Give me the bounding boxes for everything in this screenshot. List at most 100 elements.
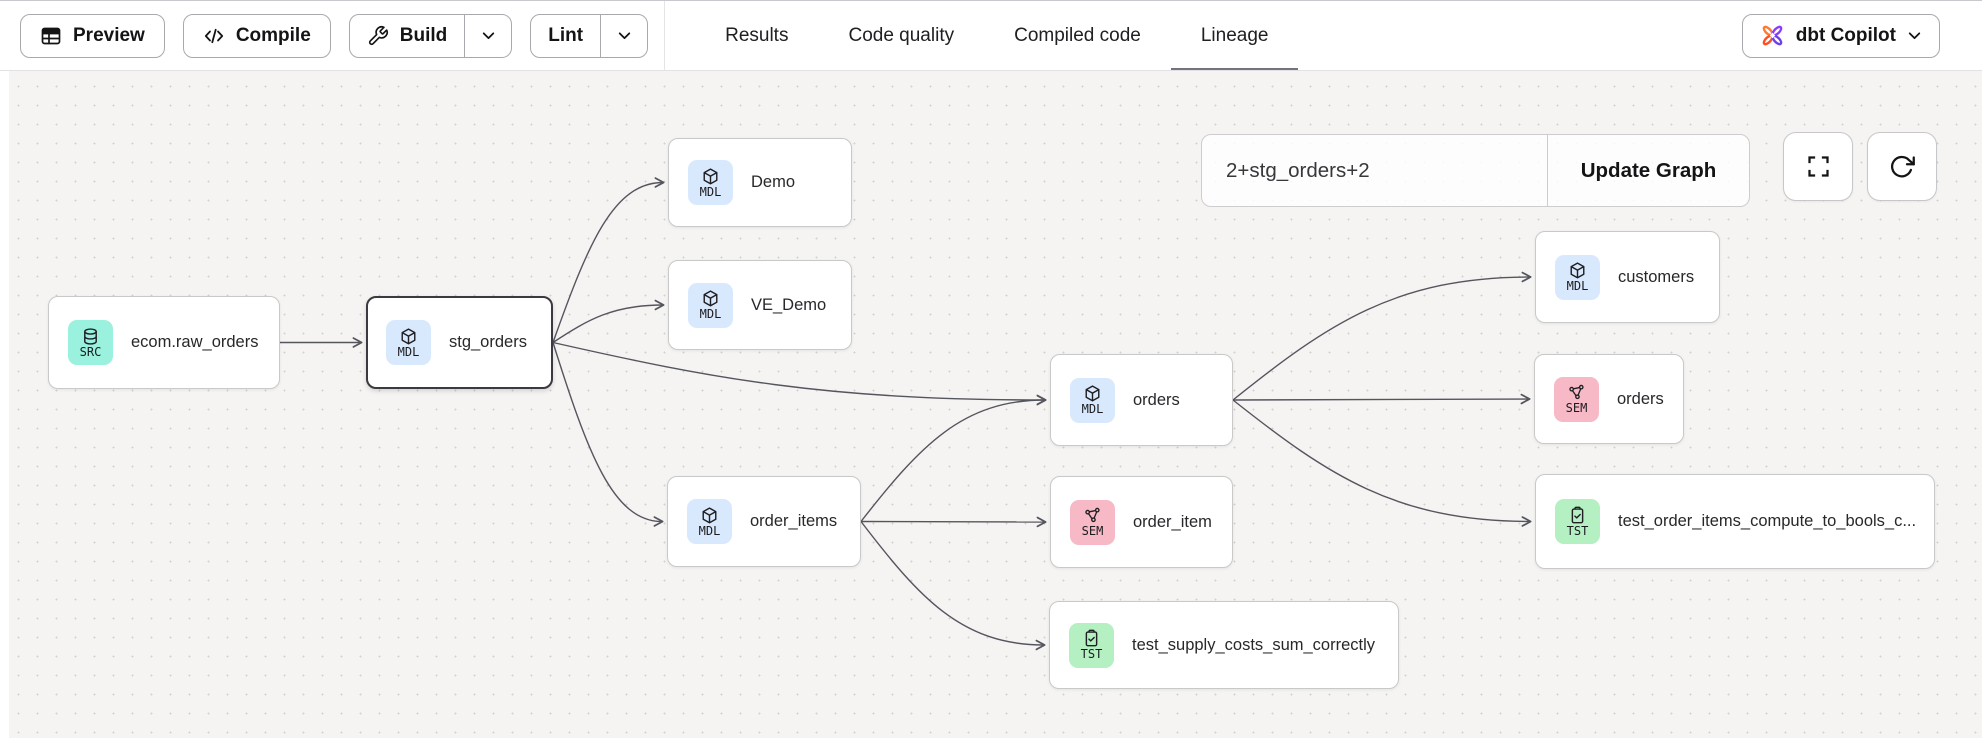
tab-compiled-code[interactable]: Compiled code [984,1,1171,70]
graph-filter-group: Update Graph [1201,134,1750,207]
edge-orders_mdl-to-orders_sem [1233,399,1529,400]
build-dropdown-button[interactable] [464,15,511,57]
badge-label: SRC [80,346,102,359]
badge-label: SEM [1082,525,1104,538]
compile-button-label: Compile [236,25,311,47]
edge-stg_orders-to-order_items [553,343,662,522]
node-label: ecom.raw_orders [131,333,258,352]
mdl-type-badge: MDL [688,283,733,328]
lineage-canvas[interactable]: SRCecom.raw_ordersMDLstg_ordersMDLDemoMD… [0,71,1982,748]
graph-filter-input[interactable] [1202,135,1547,206]
lineage-node-demo[interactable]: MDL Demo [668,138,852,227]
chevron-down-icon [616,27,633,44]
node-label: order_item [1133,513,1212,532]
fullscreen-button[interactable] [1783,132,1853,201]
node-label: customers [1618,268,1694,287]
build-button[interactable]: Build [350,15,465,57]
tst-type-badge: TST [1069,623,1114,668]
lineage-node-test_supply[interactable]: TST test_supply_costs_sum_correctly [1049,601,1399,689]
table-icon [40,25,62,47]
refresh-icon [1889,153,1916,180]
model-cube-icon [701,167,720,186]
compile-button[interactable]: Compile [183,14,331,58]
tab-lineage[interactable]: Lineage [1171,1,1299,70]
mdl-type-badge: MDL [386,320,431,365]
badge-label: MDL [398,346,420,359]
tab-code-quality[interactable]: Code quality [818,1,984,70]
badge-label: MDL [700,308,722,321]
edge-orders_mdl-to-customers [1233,277,1530,400]
edge-orders_mdl-to-test_order_items [1233,400,1530,522]
lint-button-label: Lint [548,25,583,47]
lineage-node-order_items[interactable]: MDL order_items [667,476,861,567]
edge-stg_orders-to-ve_demo [553,305,663,343]
badge-label: TST [1081,648,1103,661]
test-clipboard-icon [1082,629,1101,648]
node-label: order_items [750,512,837,531]
result-tabs: Results Code quality Compiled code Linea… [695,1,1298,70]
model-cube-icon [701,289,720,308]
lineage-node-orders_mdl[interactable]: MDL orders [1050,354,1233,446]
badge-label: MDL [699,525,721,538]
mdl-type-badge: MDL [687,499,732,544]
badge-label: MDL [700,186,722,199]
canvas-left-gutter [0,71,9,748]
chevron-down-icon [480,27,497,44]
lineage-node-stg_orders[interactable]: MDLstg_orders [366,296,553,389]
edge-order_items-to-order_item_sem [861,522,1045,523]
chevron-down-icon [1906,27,1923,44]
lineage-node-test_order_items[interactable]: TSTtest_order_items_compute_to_bools_c..… [1535,474,1935,569]
lineage-node-raw_orders[interactable]: SRC ecom.raw_orders [48,296,280,389]
lint-button[interactable]: Lint [531,15,600,57]
dbt-copilot-icon [1759,22,1786,49]
tab-results[interactable]: Results [695,1,818,70]
semantic-graph-icon [1567,383,1586,402]
test-clipboard-icon [1568,506,1587,525]
model-cube-icon [1083,384,1102,403]
badge-label: MDL [1567,280,1589,293]
lineage-node-ve_demo[interactable]: MDL VE_Demo [668,260,852,350]
badge-label: TST [1567,525,1589,538]
code-icon [203,25,225,47]
fullscreen-icon [1805,153,1832,180]
preview-button-label: Preview [73,25,145,47]
src-type-badge: SRC [68,320,113,365]
refresh-button[interactable] [1867,132,1937,201]
model-cube-icon [700,506,719,525]
lineage-node-orders_sem[interactable]: SEM orders [1534,354,1684,444]
edge-stg_orders-to-demo [553,183,663,343]
preview-button[interactable]: Preview [20,14,165,58]
badge-label: SEM [1566,402,1588,415]
dbt-copilot-button[interactable]: dbt Copilot [1742,14,1940,58]
build-button-label: Build [400,25,448,47]
edge-order_items-to-orders_mdl [861,400,1045,522]
toolbar: Preview Compile Build [0,0,1982,71]
database-icon [81,327,100,346]
mdl-type-badge: MDL [1555,255,1600,300]
toolbar-button-group: Preview Compile Build [20,14,648,58]
lineage-node-customers[interactable]: MDL customers [1535,231,1720,323]
lineage-node-order_item_sem[interactable]: SEM order_item [1050,476,1233,568]
edge-stg_orders-to-orders_mdl [553,343,1045,401]
build-split-button: Build [349,14,513,58]
node-label: Demo [751,173,795,192]
dbt-copilot-label: dbt Copilot [1796,25,1896,47]
canvas-bottom-gutter [0,738,1982,748]
lint-dropdown-button[interactable] [600,15,647,57]
node-label: test_supply_costs_sum_correctly [1132,636,1375,655]
sem-type-badge: SEM [1070,500,1115,545]
lint-split-button: Lint [530,14,648,58]
mdl-type-badge: MDL [1070,378,1115,423]
node-label: orders [1617,390,1664,409]
model-cube-icon [399,327,418,346]
edge-order_items-to-test_supply [861,522,1044,646]
semantic-graph-icon [1083,506,1102,525]
node-label: VE_Demo [751,296,826,315]
tst-type-badge: TST [1555,499,1600,544]
model-cube-icon [1568,261,1587,280]
node-label: orders [1133,391,1180,410]
badge-label: MDL [1082,403,1104,416]
update-graph-button[interactable]: Update Graph [1548,135,1749,206]
wrench-icon [367,25,389,47]
sem-type-badge: SEM [1554,377,1599,422]
